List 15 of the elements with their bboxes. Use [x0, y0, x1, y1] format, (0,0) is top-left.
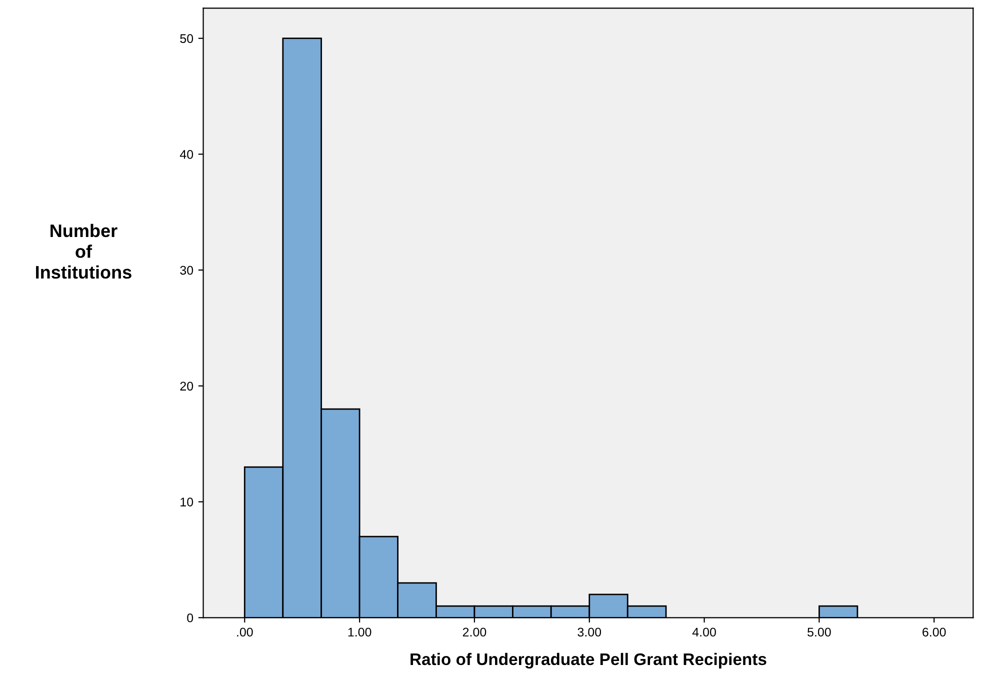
y-tick-label: 30 [180, 266, 194, 275]
y-tick-label: 40 [180, 150, 194, 159]
y-axis-title: Number of Institutions [36, 224, 132, 279]
x-tick-label: .00 [237, 628, 253, 637]
y-tick-label: 20 [180, 382, 194, 391]
x-tick-label: 5.00 [808, 628, 831, 637]
x-tick-label: 2.00 [462, 628, 486, 637]
y-tick-label: 0 [187, 613, 194, 622]
x-tick-label: 4.00 [692, 628, 716, 637]
y-tick-label: 10 [180, 498, 194, 506]
x-tick-label: 3.00 [578, 628, 602, 637]
x-axis-title: Ratio of Undergraduate Pell Grant Recipients [410, 652, 766, 669]
x-tick-label: 1.00 [348, 628, 372, 637]
y-tick-label: 50 [180, 34, 194, 43]
x-tick-label: 6.00 [922, 628, 946, 637]
